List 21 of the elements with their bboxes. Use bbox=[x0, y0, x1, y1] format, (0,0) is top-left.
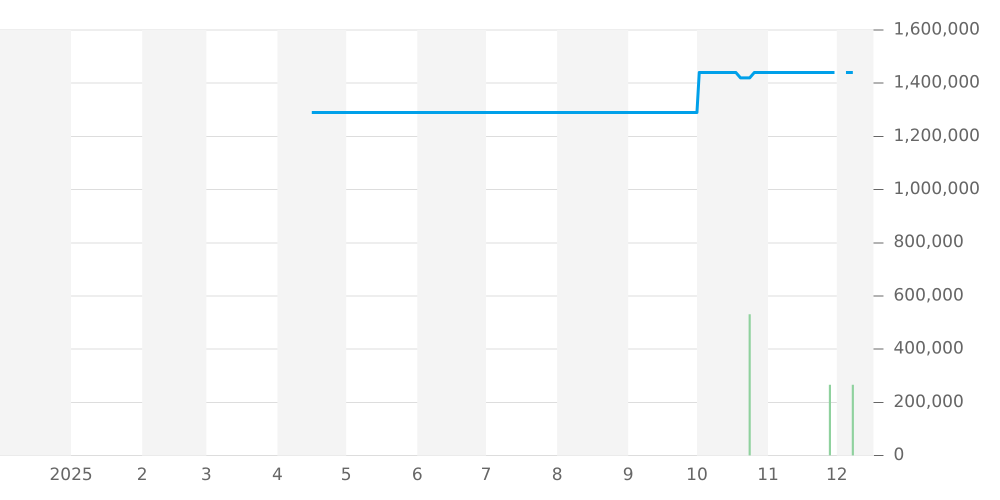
x-tick-label: 3 bbox=[200, 465, 212, 486]
x-tick-label: 10 bbox=[686, 465, 708, 486]
x-tick-label: 6 bbox=[412, 465, 423, 486]
x-tick-label: 5 bbox=[340, 465, 352, 486]
x-tick-label: 7 bbox=[480, 465, 492, 486]
x-tick-label: 8 bbox=[552, 465, 563, 486]
x-tick-label: 9 bbox=[622, 465, 634, 486]
x-tick-label: 2 bbox=[136, 465, 148, 486]
x-tick-label: 11 bbox=[757, 465, 779, 486]
y-tick-label: 200,000 bbox=[893, 392, 964, 412]
y-tick-label: 1,600,000 bbox=[893, 19, 980, 40]
y-tick-label: 1,400,000 bbox=[893, 72, 980, 93]
y-tick-label: 400,000 bbox=[893, 338, 964, 359]
x-tick-label: 4 bbox=[272, 465, 283, 486]
y-tick-label: 800,000 bbox=[893, 232, 964, 252]
y-tick-label: 0 bbox=[893, 445, 904, 466]
y-tick-label: 1,000,000 bbox=[893, 179, 980, 200]
x-tick-label: 2025 bbox=[49, 465, 93, 486]
y-tick-label: 600,000 bbox=[893, 285, 964, 306]
y-tick-label: 1,200,000 bbox=[893, 126, 980, 146]
x-tick-label: 12 bbox=[826, 465, 848, 486]
